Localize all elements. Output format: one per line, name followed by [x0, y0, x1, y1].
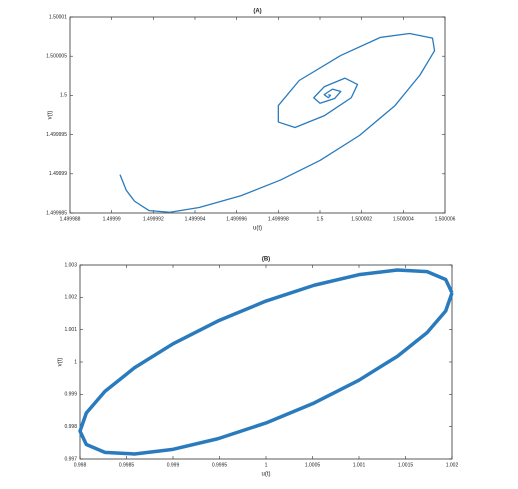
x-tick-label: 1.0015	[398, 462, 414, 468]
data-line	[78, 268, 454, 456]
y-tick-label: 1.499985	[46, 210, 67, 216]
x-tick-label: 0.9995	[212, 462, 228, 468]
y-tick-label: 1.5	[60, 93, 67, 99]
x-tick-label: 1.499994	[185, 216, 206, 222]
x-tick-label: 1.500004	[393, 216, 414, 222]
plot-area	[69, 16, 446, 214]
y-tick-label: 1.50001	[49, 14, 67, 20]
x-axis-label: u(t)	[253, 226, 262, 232]
data-line	[119, 32, 436, 213]
x-tick-label: 1.499992	[143, 216, 164, 222]
y-tick-label: 0.997	[64, 456, 77, 462]
y-tick-label: 1	[74, 359, 77, 365]
x-tick-label: 1.499996	[226, 216, 247, 222]
x-tick-label: 1.500006	[435, 216, 456, 222]
y-tick-label: 1.002	[64, 295, 77, 301]
x-tick-label: 1.499988	[60, 216, 81, 222]
x-tick-label: 1.002	[446, 462, 459, 468]
x-tick-label: 1	[265, 462, 268, 468]
y-tick-label: 1.003	[64, 262, 77, 268]
x-tick-label: 1.5	[317, 216, 324, 222]
y-tick-label: 1.001	[64, 327, 77, 333]
y-tick-label: 0.999	[64, 392, 77, 398]
x-tick-label: 0.998	[74, 462, 87, 468]
x-tick-label: 1.001	[353, 462, 366, 468]
y-axis-label: v(t)	[48, 111, 54, 120]
x-tick-label: 1.500002	[351, 216, 372, 222]
y-tick-label: 1.499995	[46, 132, 67, 138]
x-axis-label: u(t)	[262, 472, 271, 478]
x-tick-label: 1.499998	[268, 216, 289, 222]
x-tick-label: 0.999	[167, 462, 180, 468]
y-tick-label: 1.49999	[49, 171, 67, 177]
y-axis-label: v(t)	[58, 358, 64, 367]
y-tick-label: 0.998	[64, 424, 77, 430]
plot-area	[79, 264, 453, 460]
x-tick-label: 0.9985	[119, 462, 135, 468]
x-tick-label: 1.0005	[305, 462, 321, 468]
x-tick-label: 1.49999	[103, 216, 121, 222]
chart-title: (A)	[253, 9, 261, 15]
y-tick-label: 1.500005	[46, 54, 67, 60]
chart-title: (B)	[262, 257, 270, 263]
